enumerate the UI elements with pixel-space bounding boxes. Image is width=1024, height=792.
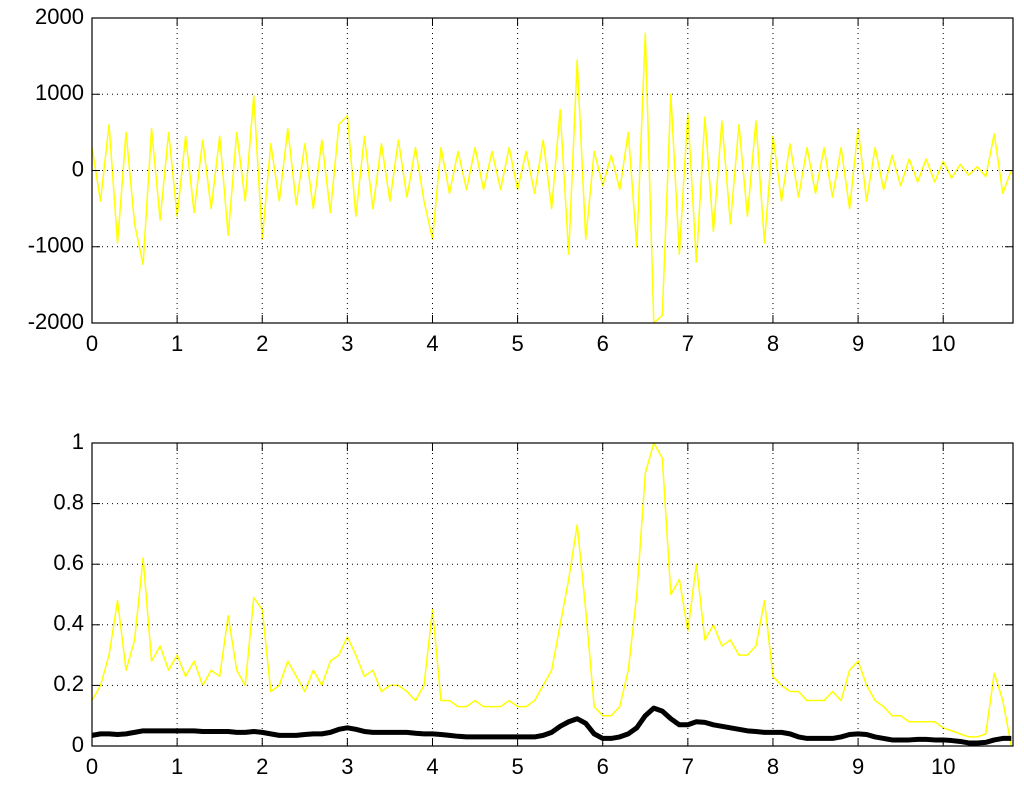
y-tick-label: -1000 (28, 233, 84, 258)
x-tick-label: 5 (511, 331, 523, 356)
y-tick-label: 2000 (35, 4, 84, 29)
y-tick-label: 0.2 (53, 671, 84, 696)
x-tick-label: 8 (767, 331, 779, 356)
x-tick-label: 3 (341, 754, 353, 779)
x-tick-label: 0 (86, 331, 98, 356)
x-tick-label: 4 (426, 331, 438, 356)
y-tick-label: 0 (72, 732, 84, 757)
axes-box (91, 17, 1014, 324)
data-line (91, 32, 1013, 324)
x-tick-label: 10 (931, 331, 955, 356)
x-tick-label: 9 (852, 331, 864, 356)
x-tick-label: 2 (256, 754, 268, 779)
x-tick-label: 8 (767, 754, 779, 779)
y-tick-label: 0.8 (53, 489, 84, 514)
x-tick-label: 9 (852, 754, 864, 779)
x-tick-label: 1 (171, 754, 183, 779)
y-tick-label: 1 (72, 429, 84, 454)
x-tick-label: 6 (597, 331, 609, 356)
y-tick-label: 1000 (35, 80, 84, 105)
data-line (91, 705, 1012, 746)
y-tick-label: 0.4 (53, 611, 84, 636)
x-tick-label: 6 (597, 754, 609, 779)
x-tick-label: 1 (171, 331, 183, 356)
y-tick-label: 0 (72, 156, 84, 181)
x-tick-label: 0 (86, 754, 98, 779)
x-tick-label: 2 (256, 331, 268, 356)
x-tick-label: 3 (341, 331, 353, 356)
x-tick-label: 10 (931, 754, 955, 779)
y-tick-label: 0.6 (53, 550, 84, 575)
x-tick-label: 4 (426, 754, 438, 779)
x-tick-label: 7 (682, 754, 694, 779)
y-tick-label: -2000 (28, 309, 84, 334)
data-line (91, 442, 1013, 747)
x-tick-label: 7 (682, 331, 694, 356)
x-tick-label: 5 (511, 754, 523, 779)
axes-box (91, 442, 1014, 747)
